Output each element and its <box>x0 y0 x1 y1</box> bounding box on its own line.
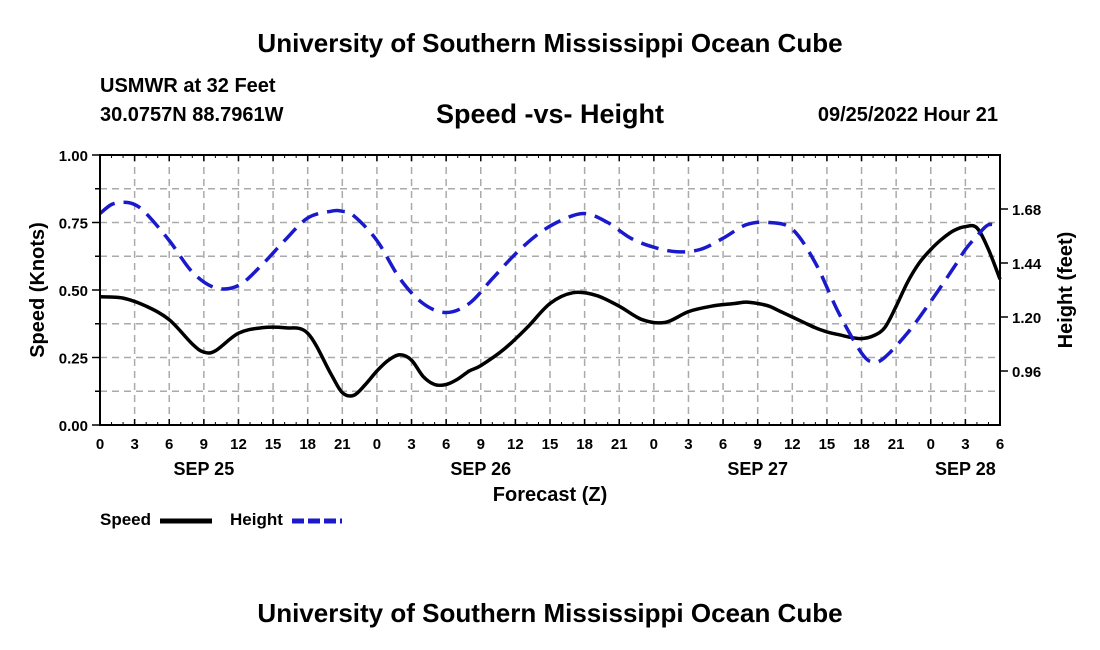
x-tick-label: 18 <box>576 436 593 453</box>
legend-label-speed: Speed <box>100 510 151 529</box>
forecast-datetime: 09/25/2022 Hour 21 <box>817 104 998 126</box>
x-tick-label: 0 <box>927 436 935 453</box>
x-tick-label: 15 <box>542 436 559 453</box>
x-tick-label: 6 <box>719 436 727 453</box>
right-y-axis: 0.96 1.20 1.44 1.68 <box>1000 202 1042 381</box>
x-tick-label: 3 <box>407 436 415 453</box>
right-y-tick-label: 1.44 <box>1012 256 1042 273</box>
left-y-tick-label: 1.00 <box>59 148 88 165</box>
chart-subtitle: Speed -vs- Height <box>435 99 665 129</box>
x-tick-label: 9 <box>477 436 485 453</box>
x-tick-label: 12 <box>507 436 524 453</box>
x-tick-label: 21 <box>334 436 351 453</box>
footer-title: University of Southern Mississippi Ocean… <box>257 598 843 628</box>
right-y-tick-label: 1.20 <box>1012 310 1041 327</box>
x-date-label: SEP 25 <box>173 459 234 479</box>
x-date-label: SEP 27 <box>727 459 788 479</box>
chart-grid <box>100 155 1000 425</box>
x-tick-label: 18 <box>853 436 870 453</box>
left-y-tick-label: 0.00 <box>59 418 88 435</box>
x-tick-label: 15 <box>819 436 836 453</box>
series-layer <box>98 200 1002 398</box>
x-axis-title: Forecast (Z) <box>493 484 607 506</box>
x-tick-label: 0 <box>96 436 104 453</box>
speed-height-chart: 0.00 0.25 0.50 0.75 1.00 0.96 1.20 1.44 1.68 0 3… <box>27 148 1077 529</box>
x-tick-label: 3 <box>961 436 969 453</box>
right-y-tick-label: 0.96 <box>1012 364 1041 381</box>
x-axis: 0 3 6 9 12 15 18 21 0 3 6 9 12 15 18 21 0 3 6 9 12 15 18 21 0 3 6S… <box>96 155 1004 479</box>
x-date-label: SEP 28 <box>935 459 996 479</box>
x-tick-label: 9 <box>754 436 762 453</box>
right-y-tick-label: 1.68 <box>1012 202 1041 219</box>
x-tick-label: 0 <box>650 436 658 453</box>
station-coordinates: 30.0757N 88.7961W <box>100 104 284 126</box>
x-tick-label: 6 <box>165 436 173 453</box>
x-tick-label: 12 <box>230 436 247 453</box>
x-tick-label: 6 <box>442 436 450 453</box>
x-tick-label: 12 <box>784 436 801 453</box>
left-y-axis-title: Speed (Knots) <box>27 222 49 358</box>
x-tick-label: 3 <box>130 436 138 453</box>
chart-legend: Speed Height <box>100 510 342 529</box>
left-y-tick-label: 0.75 <box>59 216 88 233</box>
legend-label-height: Height <box>230 510 283 529</box>
left-y-tick-label: 0.25 <box>59 351 88 368</box>
x-date-label: SEP 26 <box>450 459 511 479</box>
x-tick-label: 9 <box>200 436 208 453</box>
x-tick-label: 3 <box>684 436 692 453</box>
series-line-speed <box>99 223 1002 398</box>
left-y-tick-label: 0.50 <box>59 283 88 300</box>
x-tick-label: 21 <box>888 436 905 453</box>
x-tick-label: 18 <box>299 436 316 453</box>
right-y-axis-title: Height (feet) <box>1055 232 1077 349</box>
left-y-axis: 0.00 0.25 0.50 0.75 1.00 <box>59 148 100 435</box>
x-tick-label: 0 <box>373 436 381 453</box>
x-tick-label: 6 <box>996 436 1004 453</box>
series-line-height <box>98 200 1001 365</box>
x-tick-label: 21 <box>611 436 628 453</box>
chart-main-title: University of Southern Mississippi Ocean… <box>257 28 843 58</box>
station-label: USMWR at 32 Feet <box>100 75 276 97</box>
x-tick-label: 15 <box>265 436 282 453</box>
